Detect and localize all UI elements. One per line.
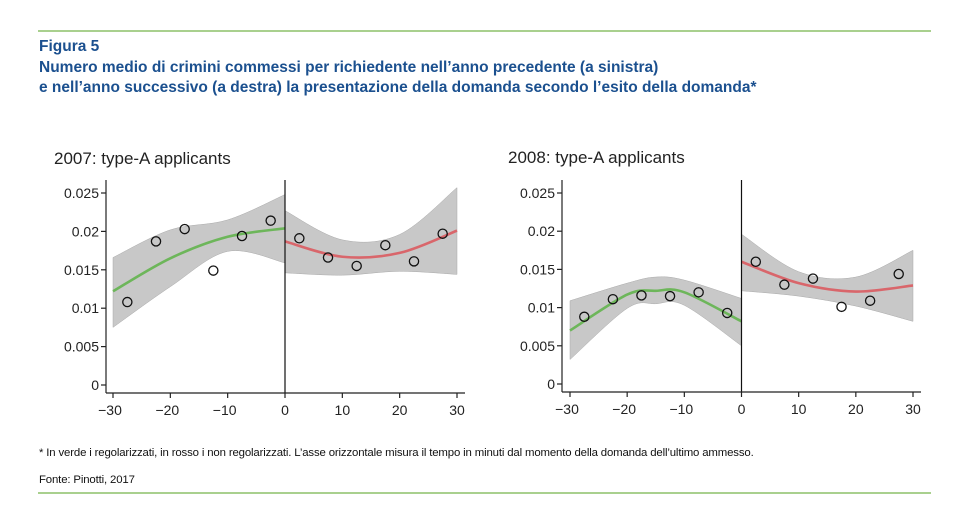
data-point: [208, 265, 219, 276]
figure-title-line-2: e nell’anno successivo (a destra) la pre…: [39, 79, 757, 96]
confidence-band-green: [569, 276, 742, 361]
y-tick-label: 0.015: [520, 261, 555, 277]
x-tick-label: 10: [791, 401, 807, 417]
fit-line-red: [284, 229, 458, 259]
source-note: Fonte: Pinotti, 2017: [39, 474, 135, 486]
data-point: [122, 296, 133, 308]
data-point: [437, 228, 448, 239]
chart-title: 2007: type-A applicants: [54, 149, 231, 168]
data-point: [236, 230, 248, 242]
chart-panel-1: 2007: type-A applicants 0 0.005 0.01 0.015 0.…: [54, 149, 465, 418]
data-point: [579, 311, 590, 323]
y-tick-label: 0.005: [64, 339, 99, 355]
y-tick-label: 0.025: [64, 185, 99, 201]
x-tick-label: −10: [669, 401, 693, 417]
y-tick-label: 0.02: [528, 223, 555, 239]
figure-label: Figura 5: [39, 38, 100, 55]
y-tick-label: 0.02: [72, 223, 99, 239]
y-tick-label: 0.01: [72, 300, 99, 316]
data-point: [294, 233, 305, 244]
x-tick-label: 30: [449, 402, 465, 418]
footnote: * In verde i regolarizzati, in rosso i n…: [39, 447, 754, 459]
data-point: [836, 301, 847, 313]
y-tick-label: 0.005: [520, 338, 555, 354]
x-tick-label: 30: [905, 401, 921, 417]
fit-line-green: [112, 227, 286, 293]
y-tick-label: 0: [547, 376, 555, 392]
x-tick-label: 10: [335, 402, 351, 418]
data-point: [721, 307, 733, 319]
figure-title-line-1: Numero medio di crimini commessi per ric…: [39, 59, 659, 76]
data-point: [351, 260, 362, 272]
x-tick-label: 20: [392, 402, 408, 418]
x-tick-label: −20: [612, 401, 636, 417]
y-tick-label: 0: [91, 377, 99, 393]
data-point: [265, 215, 276, 226]
figure-title: Numero medio di crimini commessi per ric…: [39, 58, 939, 98]
data-point: [693, 287, 704, 298]
chart-title: 2008: type-A applicants: [508, 148, 685, 167]
data-point: [664, 290, 676, 302]
data-point: [607, 293, 619, 305]
data-point: [150, 236, 162, 247]
data-point: [636, 290, 647, 301]
fit-line-red: [741, 260, 914, 293]
data-point: [893, 268, 904, 280]
x-tick-label: −20: [155, 402, 179, 418]
fit-line-green: [569, 288, 743, 332]
x-tick-label: 0: [281, 402, 289, 418]
chart-panel-2: 2008: type-A applicants 0 0.005 0.01 0.015 0.…: [508, 148, 921, 417]
x-tick-label: −30: [555, 401, 579, 417]
data-point: [807, 273, 819, 284]
confidence-band-red: [284, 187, 458, 276]
confidence-band-red: [741, 233, 914, 322]
x-tick-label: 20: [848, 401, 864, 417]
data-point: [864, 295, 876, 306]
y-tick-label: 0.01: [528, 300, 555, 316]
top-rule: [38, 30, 931, 32]
x-tick-label: 0: [738, 401, 746, 417]
data-point: [750, 256, 762, 268]
x-tick-label: −10: [213, 402, 237, 418]
x-tick-label: −30: [98, 402, 122, 418]
data-point: [179, 223, 190, 235]
y-tick-label: 0.015: [64, 262, 99, 278]
data-point: [322, 252, 334, 263]
bottom-rule: [38, 492, 931, 494]
data-point: [408, 256, 420, 267]
confidence-band-green: [112, 194, 286, 328]
y-tick-label: 0.025: [520, 185, 555, 201]
data-point: [380, 239, 391, 251]
data-point: [779, 279, 790, 290]
